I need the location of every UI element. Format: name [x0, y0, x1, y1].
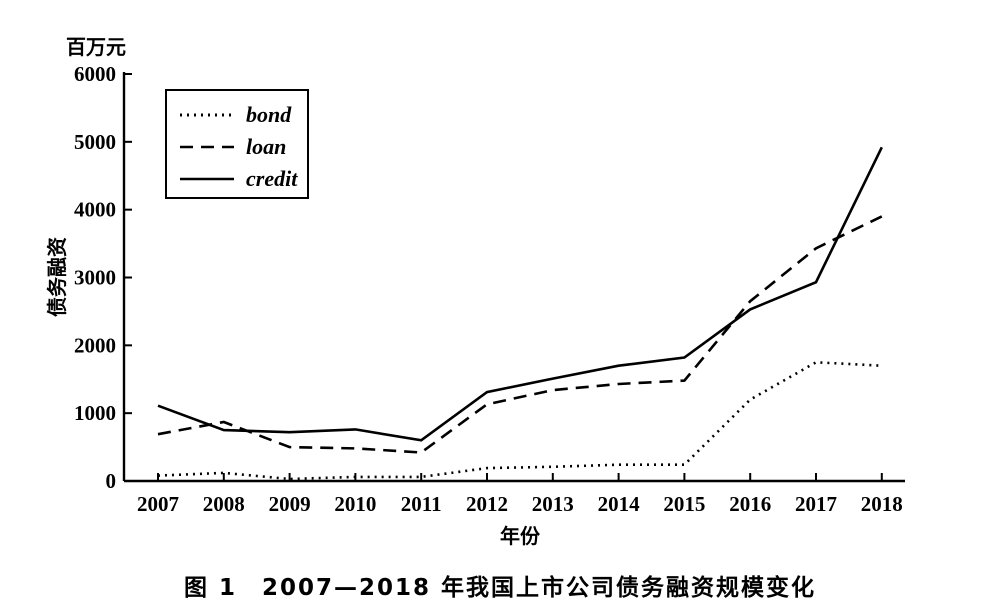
legend-label-loan: loan	[246, 134, 286, 159]
y-tick-label: 6000	[74, 62, 116, 86]
series-line-credit	[157, 146, 883, 442]
x-tick-label: 2015	[663, 492, 705, 516]
x-tick-label: 2016	[729, 492, 771, 516]
x-tick-label: 2012	[466, 492, 508, 516]
y-tick-label: 0	[106, 469, 117, 493]
y-tick-label: 2000	[74, 333, 116, 357]
x-tick-label: 2018	[861, 492, 903, 516]
legend-label-bond: bond	[246, 102, 292, 127]
x-tick-label: 2017	[795, 492, 837, 516]
figure-caption: 图 1 2007—2018 年我国上市公司债务融资规模变化	[184, 574, 816, 601]
x-ticks: 2007 2008 2009 2010 2011 2012 2013 2014 2015 2016…	[137, 473, 903, 516]
y-tick-label: 5000	[74, 130, 116, 154]
x-tick-label: 2009	[269, 492, 311, 516]
x-axis-title: 年份	[500, 524, 541, 548]
series-lines	[157, 146, 883, 481]
y-tick-label: 4000	[74, 198, 116, 222]
x-tick-label: 2014	[598, 492, 641, 516]
y-ticks: 0 1000 2000 3000 4000 5000 6000	[74, 62, 132, 493]
x-tick-label: 2011	[401, 492, 442, 516]
series-line-bond	[157, 360, 882, 481]
y-axis-title: 债务融资	[45, 237, 69, 317]
x-tick-label: 2013	[532, 492, 574, 516]
y-tick-label: 1000	[74, 401, 116, 425]
unit-label: 百万元	[66, 35, 126, 59]
x-tick-label: 2007	[137, 492, 179, 516]
y-tick-label: 3000	[74, 266, 116, 290]
legend-label-credit: credit	[246, 166, 298, 191]
legend: bond loan credit	[165, 89, 309, 199]
x-tick-label: 2010	[334, 492, 376, 516]
series-line-loan	[157, 215, 883, 454]
x-tick-label: 2008	[203, 492, 245, 516]
